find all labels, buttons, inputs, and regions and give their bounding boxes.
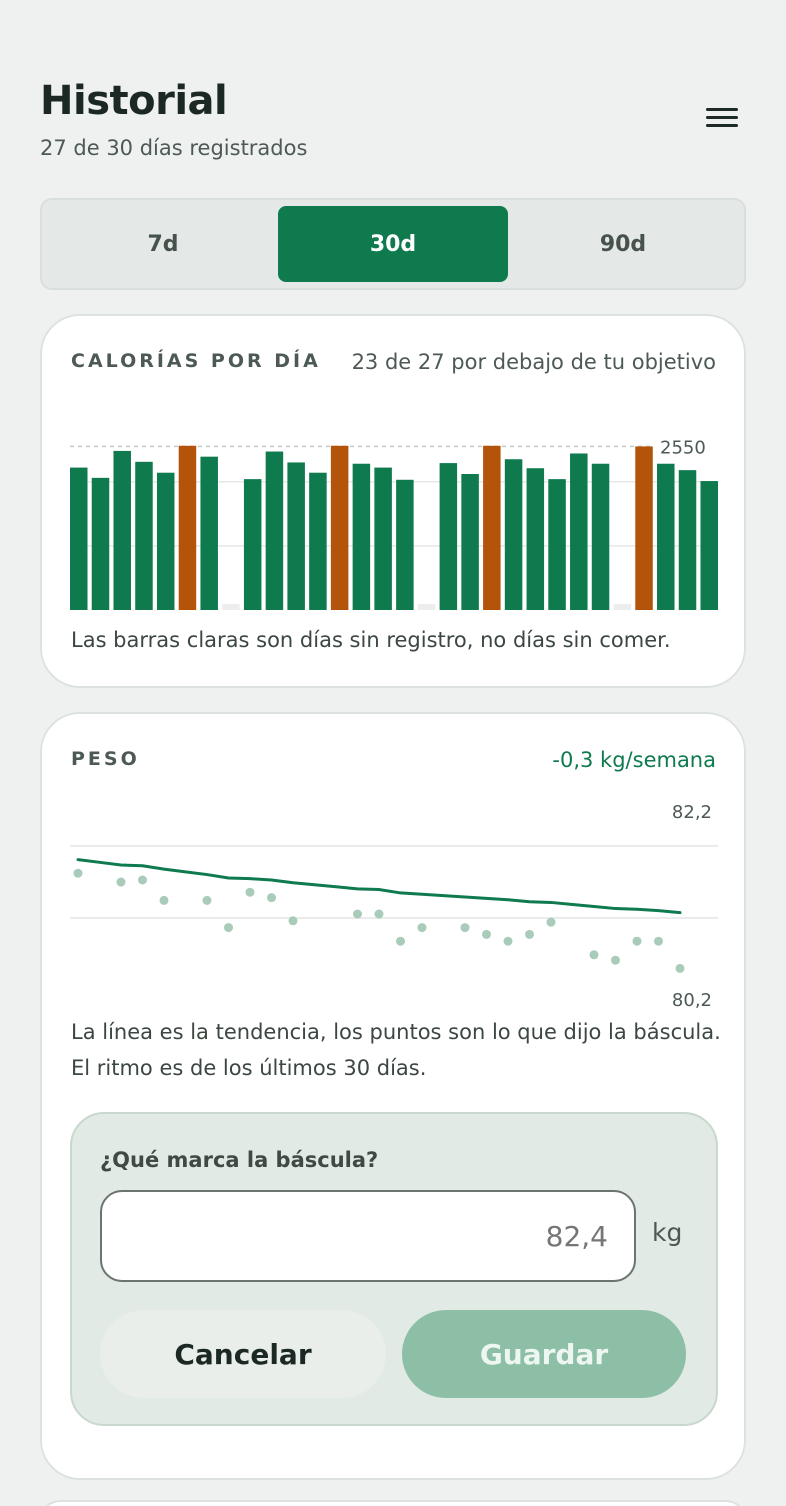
weight-trend-chart: 82,2 80,2 <box>70 802 718 1011</box>
weigh-in-point <box>482 929 491 939</box>
weigh-in-point <box>525 929 534 939</box>
calories-summary: 23 de 27 por debajo de tu objetivo <box>351 350 716 374</box>
weigh-in-point <box>202 895 212 905</box>
calories-note: Las barras claras son días sin registro,… <box>71 628 671 652</box>
bar-under-target <box>570 453 588 610</box>
bar-under-target <box>156 472 175 610</box>
weight-input[interactable] <box>100 1190 636 1282</box>
weigh-in-point <box>245 887 255 897</box>
bar-under-target <box>91 477 110 610</box>
bar-under-target <box>396 479 414 610</box>
tab-7d[interactable]: 7d <box>147 231 179 257</box>
header: Historial 27 de 30 días registrados <box>40 76 746 176</box>
weigh-in-point <box>589 950 599 960</box>
next-card <box>40 1500 746 1506</box>
y-max-label: 82,2 <box>672 802 712 823</box>
bar-under-target <box>309 472 327 610</box>
calories-bar-chart: 2550 <box>70 437 718 610</box>
weigh-in-point <box>73 868 83 878</box>
bar-under-target <box>548 479 566 610</box>
weigh-in-point <box>503 936 513 946</box>
weigh-in-point <box>611 955 620 965</box>
bar-under-target <box>243 479 262 610</box>
bar-under-target <box>461 474 479 610</box>
weigh-in-point <box>654 936 663 946</box>
weigh-in-point <box>353 909 362 919</box>
weigh-in-point <box>138 875 147 885</box>
trend-line <box>76 858 682 915</box>
bar-under-target <box>657 463 675 610</box>
bar-under-target <box>200 456 218 610</box>
y-min-label: 80,2 <box>672 990 712 1011</box>
bar-under-target <box>352 463 371 610</box>
weigh-in-point <box>288 916 298 926</box>
bar-under-target <box>526 468 545 610</box>
bar-under-target <box>265 451 284 610</box>
bar-under-target <box>591 463 610 610</box>
bar-under-target <box>113 450 131 610</box>
weight-rate: -0,3 kg/semana <box>552 748 716 772</box>
calories-card-label: CALORÍAS POR DÍA <box>71 350 321 372</box>
tab-30d[interactable]: 30d <box>278 206 508 282</box>
weight-unit: kg <box>652 1218 683 1247</box>
weigh-in-point <box>159 895 169 905</box>
bar-over-target <box>483 445 501 610</box>
page-title: Historial <box>40 78 228 124</box>
bar-under-target <box>678 470 697 610</box>
days-logged-subtitle: 27 de 30 días registrados <box>40 136 308 160</box>
save-button[interactable]: Guardar <box>402 1310 686 1398</box>
bar-over-target <box>330 445 349 610</box>
bar-under-target <box>439 463 458 610</box>
bar-under-target <box>504 459 523 610</box>
weigh-in-point <box>460 923 470 933</box>
weigh-in-point <box>675 963 685 973</box>
bar-under-target <box>287 462 305 610</box>
bar-under-target <box>700 481 718 610</box>
calories-card: CALORÍAS POR DÍA 23 de 27 por debajo de … <box>40 314 746 688</box>
tab-90d[interactable]: 90d <box>599 231 647 257</box>
weigh-in-point <box>224 923 233 933</box>
cancel-button[interactable]: Cancelar <box>100 1310 386 1398</box>
weigh-in-point <box>632 936 642 946</box>
bar-missing-day <box>613 604 632 610</box>
scale-entry-form: ¿Qué marca la báscula? kg Cancelar Guard… <box>70 1112 718 1426</box>
weigh-in-point <box>417 923 427 933</box>
bar-missing-day <box>417 604 436 610</box>
weight-card-label: PESO <box>71 748 140 770</box>
bar-under-target <box>70 467 88 610</box>
weigh-in-point <box>267 893 276 903</box>
weigh-in-point <box>546 917 556 927</box>
bar-under-target <box>374 467 392 610</box>
weight-card: PESO -0,3 kg/semana 82,2 80,2 La línea es… <box>40 712 746 1480</box>
scale-question: ¿Qué marca la báscula? <box>100 1148 379 1172</box>
bar-over-target <box>178 445 197 610</box>
bar-under-target <box>135 461 153 610</box>
weight-note: La línea es la tendencia, los puntos son… <box>71 1020 721 1080</box>
bar-over-target <box>635 446 653 610</box>
range-selector: 7d 30d 90d <box>40 198 746 290</box>
hamburger-menu-icon[interactable] <box>706 104 738 130</box>
weigh-in-point <box>396 936 405 946</box>
weigh-in-point <box>116 877 126 887</box>
bar-missing-day <box>222 604 240 610</box>
weigh-in-point <box>374 909 384 919</box>
target-label: 2550 <box>660 437 706 458</box>
